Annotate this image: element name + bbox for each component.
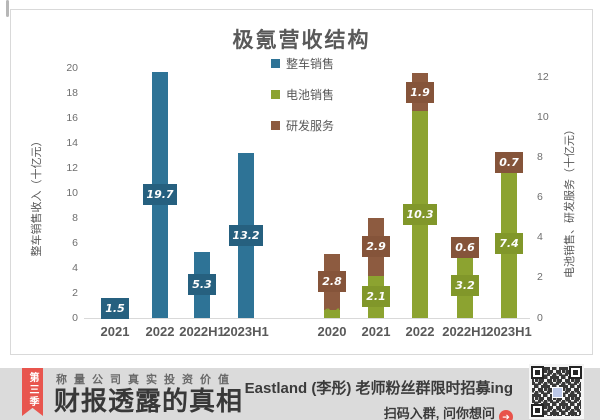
qr-finder-icon [531, 366, 544, 379]
bar-value-label: 0.6 [451, 237, 479, 259]
right-axis-tick: 12 [537, 70, 549, 83]
bar-value-label: 2.9 [362, 236, 390, 258]
category-label: 2023H1 [486, 324, 532, 339]
category-label: 2022 [405, 324, 435, 339]
right-axis-tick: 2 [537, 271, 543, 284]
banner-brand-title: 财报透露的真相 [54, 386, 244, 416]
season-ribbon-badge: 第三季 [22, 368, 43, 416]
legend-label: 整车销售 [286, 57, 335, 71]
promo-line2-text: 扫码入群, 问你想问 [383, 406, 495, 420]
bar-value-label: 1.5 [101, 298, 129, 320]
bar-value-label: 0.7 [495, 151, 523, 173]
bar-value-label: 2.1 [362, 286, 390, 308]
right-axis-tick: 0 [537, 311, 543, 324]
chart-title: 极氪营收结构 [232, 29, 371, 52]
category-label: 2022H1 [179, 324, 225, 339]
legend-marker-icon [271, 90, 280, 99]
qr-finder-icon [531, 404, 544, 417]
right-axis-title: 电池销售、研发服务（十亿元） [564, 124, 576, 278]
category-label: 2021 [361, 324, 391, 339]
plot-area: 0 2 4 6 8 10 12 14 16 18 20 0 2 4 6 8 10 12 1.5 2021 19.7 202… [31, 61, 576, 340]
bar-value-label: 13.2 [229, 225, 263, 246]
bar-value-label: 19.7 [143, 184, 177, 206]
left-axis-tick: 18 [66, 86, 78, 99]
left-axis-tick: 0 [72, 311, 78, 324]
right-axis-tick: 8 [537, 150, 543, 163]
legend-item: 研发服务 [271, 117, 334, 134]
left-axis-tick: 6 [72, 236, 78, 249]
legend-label: 研发服务 [286, 119, 335, 133]
promo-block: Eastland (李彤) 老师粉丝群限时招募ing 扫码入群, 问你想问 ➔ [245, 377, 513, 420]
footer-banner: 第三季 称量公司真实投资价值 财报透露的真相 Eastland (李彤) 老师粉… [0, 364, 600, 420]
left-axis-tick: 4 [72, 261, 78, 274]
category-label: 2022H1 [442, 324, 488, 339]
left-axis-tick: 20 [66, 61, 78, 74]
right-axis-tick: 6 [537, 191, 543, 203]
bar-value-label: 10.3 [403, 204, 437, 226]
arrow-circle-icon: ➔ [499, 410, 513, 420]
legend-label: 电池销售 [286, 88, 335, 102]
left-axis-tick: 16 [66, 111, 78, 124]
qr-logo-icon [552, 387, 563, 398]
bar-value-label: 1.9 [406, 81, 434, 103]
qr-finder-icon [569, 366, 582, 379]
left-axis-tick: 2 [72, 286, 78, 299]
legend-marker-icon [271, 59, 280, 68]
promo-line1: Eastland (李彤) 老师粉丝群限时招募ing [244, 380, 513, 397]
legend-item: 电池销售 [271, 86, 334, 103]
legend-item: 整车销售 [271, 55, 334, 72]
left-axis-tick: 8 [72, 211, 78, 224]
category-label: 2023H1 [223, 324, 269, 339]
left-axis-title: 整车销售收入（十亿元） [31, 135, 43, 257]
qr-code [529, 364, 584, 419]
x-axis-line [84, 318, 530, 319]
ribbon-label: 第三季 [27, 372, 38, 408]
left-axis-tick: 14 [66, 136, 78, 149]
bar-battery-sales-2020 [324, 309, 340, 318]
bar-value-label: 7.4 [495, 233, 523, 255]
bar-value-label: 2.8 [318, 271, 346, 293]
banner-tagline: 称量公司真实投资价值 [56, 374, 236, 386]
bar-value-label: 3.2 [451, 275, 479, 297]
category-label: 2021 [100, 324, 130, 339]
bar-value-label: 5.3 [188, 274, 216, 296]
category-label: 2020 [317, 324, 347, 339]
category-label: 2022 [145, 324, 175, 339]
bar-value-label: 0.4 [324, 307, 340, 318]
legend-marker-icon [271, 121, 280, 130]
scrollbar-fragment [6, 0, 9, 17]
right-axis-tick: 10 [537, 110, 549, 123]
chart-legend: 整车销售电池销售研发服务 [271, 55, 334, 148]
left-axis-tick: 12 [66, 161, 78, 174]
right-axis-tick: 4 [537, 231, 543, 244]
left-axis-tick: 10 [66, 186, 78, 199]
promo-line2: 扫码入群, 问你想问 ➔ [245, 403, 513, 420]
chart-card: 极氪营收结构 [10, 9, 593, 355]
